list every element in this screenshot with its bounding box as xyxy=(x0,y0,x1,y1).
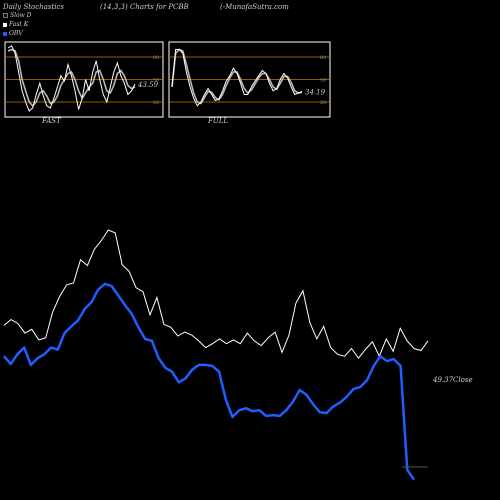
header-center: (14,3,3) Charts for PCBB xyxy=(100,3,189,11)
panel-label-fast: FAST xyxy=(42,117,61,125)
value-label-fast: 43.59 xyxy=(137,81,159,89)
legend-swatch-obv xyxy=(3,31,7,36)
series-line-full-fast-k xyxy=(171,49,303,107)
legend-item-obv: OBV xyxy=(3,30,23,37)
series-line-price xyxy=(3,229,429,360)
tick-label-full-80: 80 xyxy=(320,55,326,61)
tick-label-fast-80: 80 xyxy=(153,55,159,61)
legend-item-slow-d: Slow D xyxy=(3,12,32,19)
tick-label-full-50: 50 xyxy=(320,78,326,84)
legend-item-fast-k: Fast K xyxy=(3,21,28,28)
close-label: 49.37Close xyxy=(432,376,473,384)
series-line-fast-slow-d xyxy=(7,48,136,107)
legend-label-fast-k: Fast K xyxy=(9,21,29,28)
header-right: (-MunafaSutra.com xyxy=(220,3,289,11)
tick-label-fast-50: 50 xyxy=(153,78,159,84)
panel-label-full: FULL xyxy=(208,117,229,125)
tick-label-full-20: 20 xyxy=(320,100,326,106)
legend-label-obv: OBV xyxy=(9,30,23,37)
series-line-fast-fast-k xyxy=(7,45,136,112)
series-line-obv xyxy=(3,282,416,481)
series-line-full-slow-d xyxy=(171,48,303,105)
legend-swatch-fast-k xyxy=(3,22,7,27)
legend-swatch-slow-d xyxy=(3,13,8,18)
header-left: Daily Stochastics xyxy=(3,3,65,11)
value-label-full: 34.19 xyxy=(305,89,326,97)
legend-label-slow-d: Slow D xyxy=(10,12,32,19)
tick-label-fast-20: 20 xyxy=(153,100,159,106)
